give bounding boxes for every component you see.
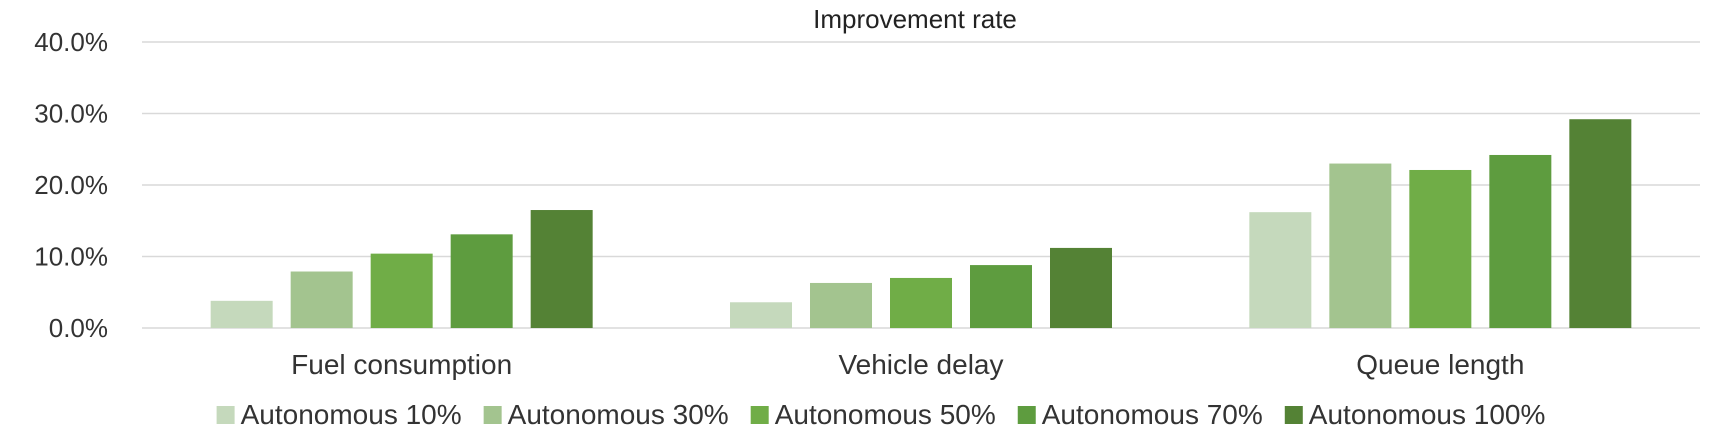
legend-label: Autonomous 100% xyxy=(1309,399,1546,430)
bar-1-3 xyxy=(970,265,1032,328)
y-tick-label: 0.0% xyxy=(49,313,108,343)
bar-0-0 xyxy=(210,300,273,328)
legend-label: Autonomous 10% xyxy=(241,399,462,430)
bar-1-4 xyxy=(1050,247,1112,328)
bar-1-1 xyxy=(810,282,872,328)
legend-item: Autonomous 100% xyxy=(1284,399,1546,430)
category-label: Fuel consumption xyxy=(291,349,512,380)
bar-2-0 xyxy=(1249,212,1312,328)
bar-2-3 xyxy=(1489,154,1552,328)
y-tick-label: 20.0% xyxy=(34,170,108,200)
bar-2-1 xyxy=(1329,163,1392,328)
legend-item: Autonomous 70% xyxy=(1017,399,1263,430)
bar-1-0 xyxy=(730,302,792,328)
x-axis-categories: Fuel consumption Vehicle delay Queue lengt… xyxy=(291,349,1524,380)
y-tick-label: 40.0% xyxy=(34,27,108,57)
category-label: Queue length xyxy=(1356,349,1524,380)
legend-swatch xyxy=(1017,406,1036,424)
bar-2-4 xyxy=(1569,119,1632,328)
y-tick-label: 30.0% xyxy=(34,99,108,129)
legend-swatch xyxy=(1284,406,1303,424)
legend-swatch xyxy=(750,406,769,424)
category-label: Vehicle delay xyxy=(838,349,1003,380)
legend-item: Autonomous 50% xyxy=(750,399,996,430)
bar-0-2 xyxy=(370,253,433,328)
legend-swatch xyxy=(483,406,502,424)
y-axis-ticks: 0.0% 10.0% 20.0% 30.0% 40.0% xyxy=(34,27,108,343)
bar-0-3 xyxy=(450,234,513,328)
legend-swatch xyxy=(216,406,235,424)
legend-item: Autonomous 30% xyxy=(483,399,729,430)
legend-label: Autonomous 70% xyxy=(1042,399,1263,430)
bar-0-1 xyxy=(290,271,353,328)
legend-label: Autonomous 50% xyxy=(775,399,996,430)
legend-item: Autonomous 10% xyxy=(216,399,462,430)
bar-0-4 xyxy=(530,210,593,328)
legend-label: Autonomous 30% xyxy=(508,399,729,430)
y-tick-label: 10.0% xyxy=(34,242,108,272)
bars xyxy=(210,119,1632,328)
legend: Autonomous 10% Autonomous 30% Autonomous 5… xyxy=(216,399,1546,430)
bar-2-2 xyxy=(1409,169,1472,328)
bar-1-2 xyxy=(890,277,952,328)
chart-title: Improvement rate xyxy=(813,4,1017,34)
